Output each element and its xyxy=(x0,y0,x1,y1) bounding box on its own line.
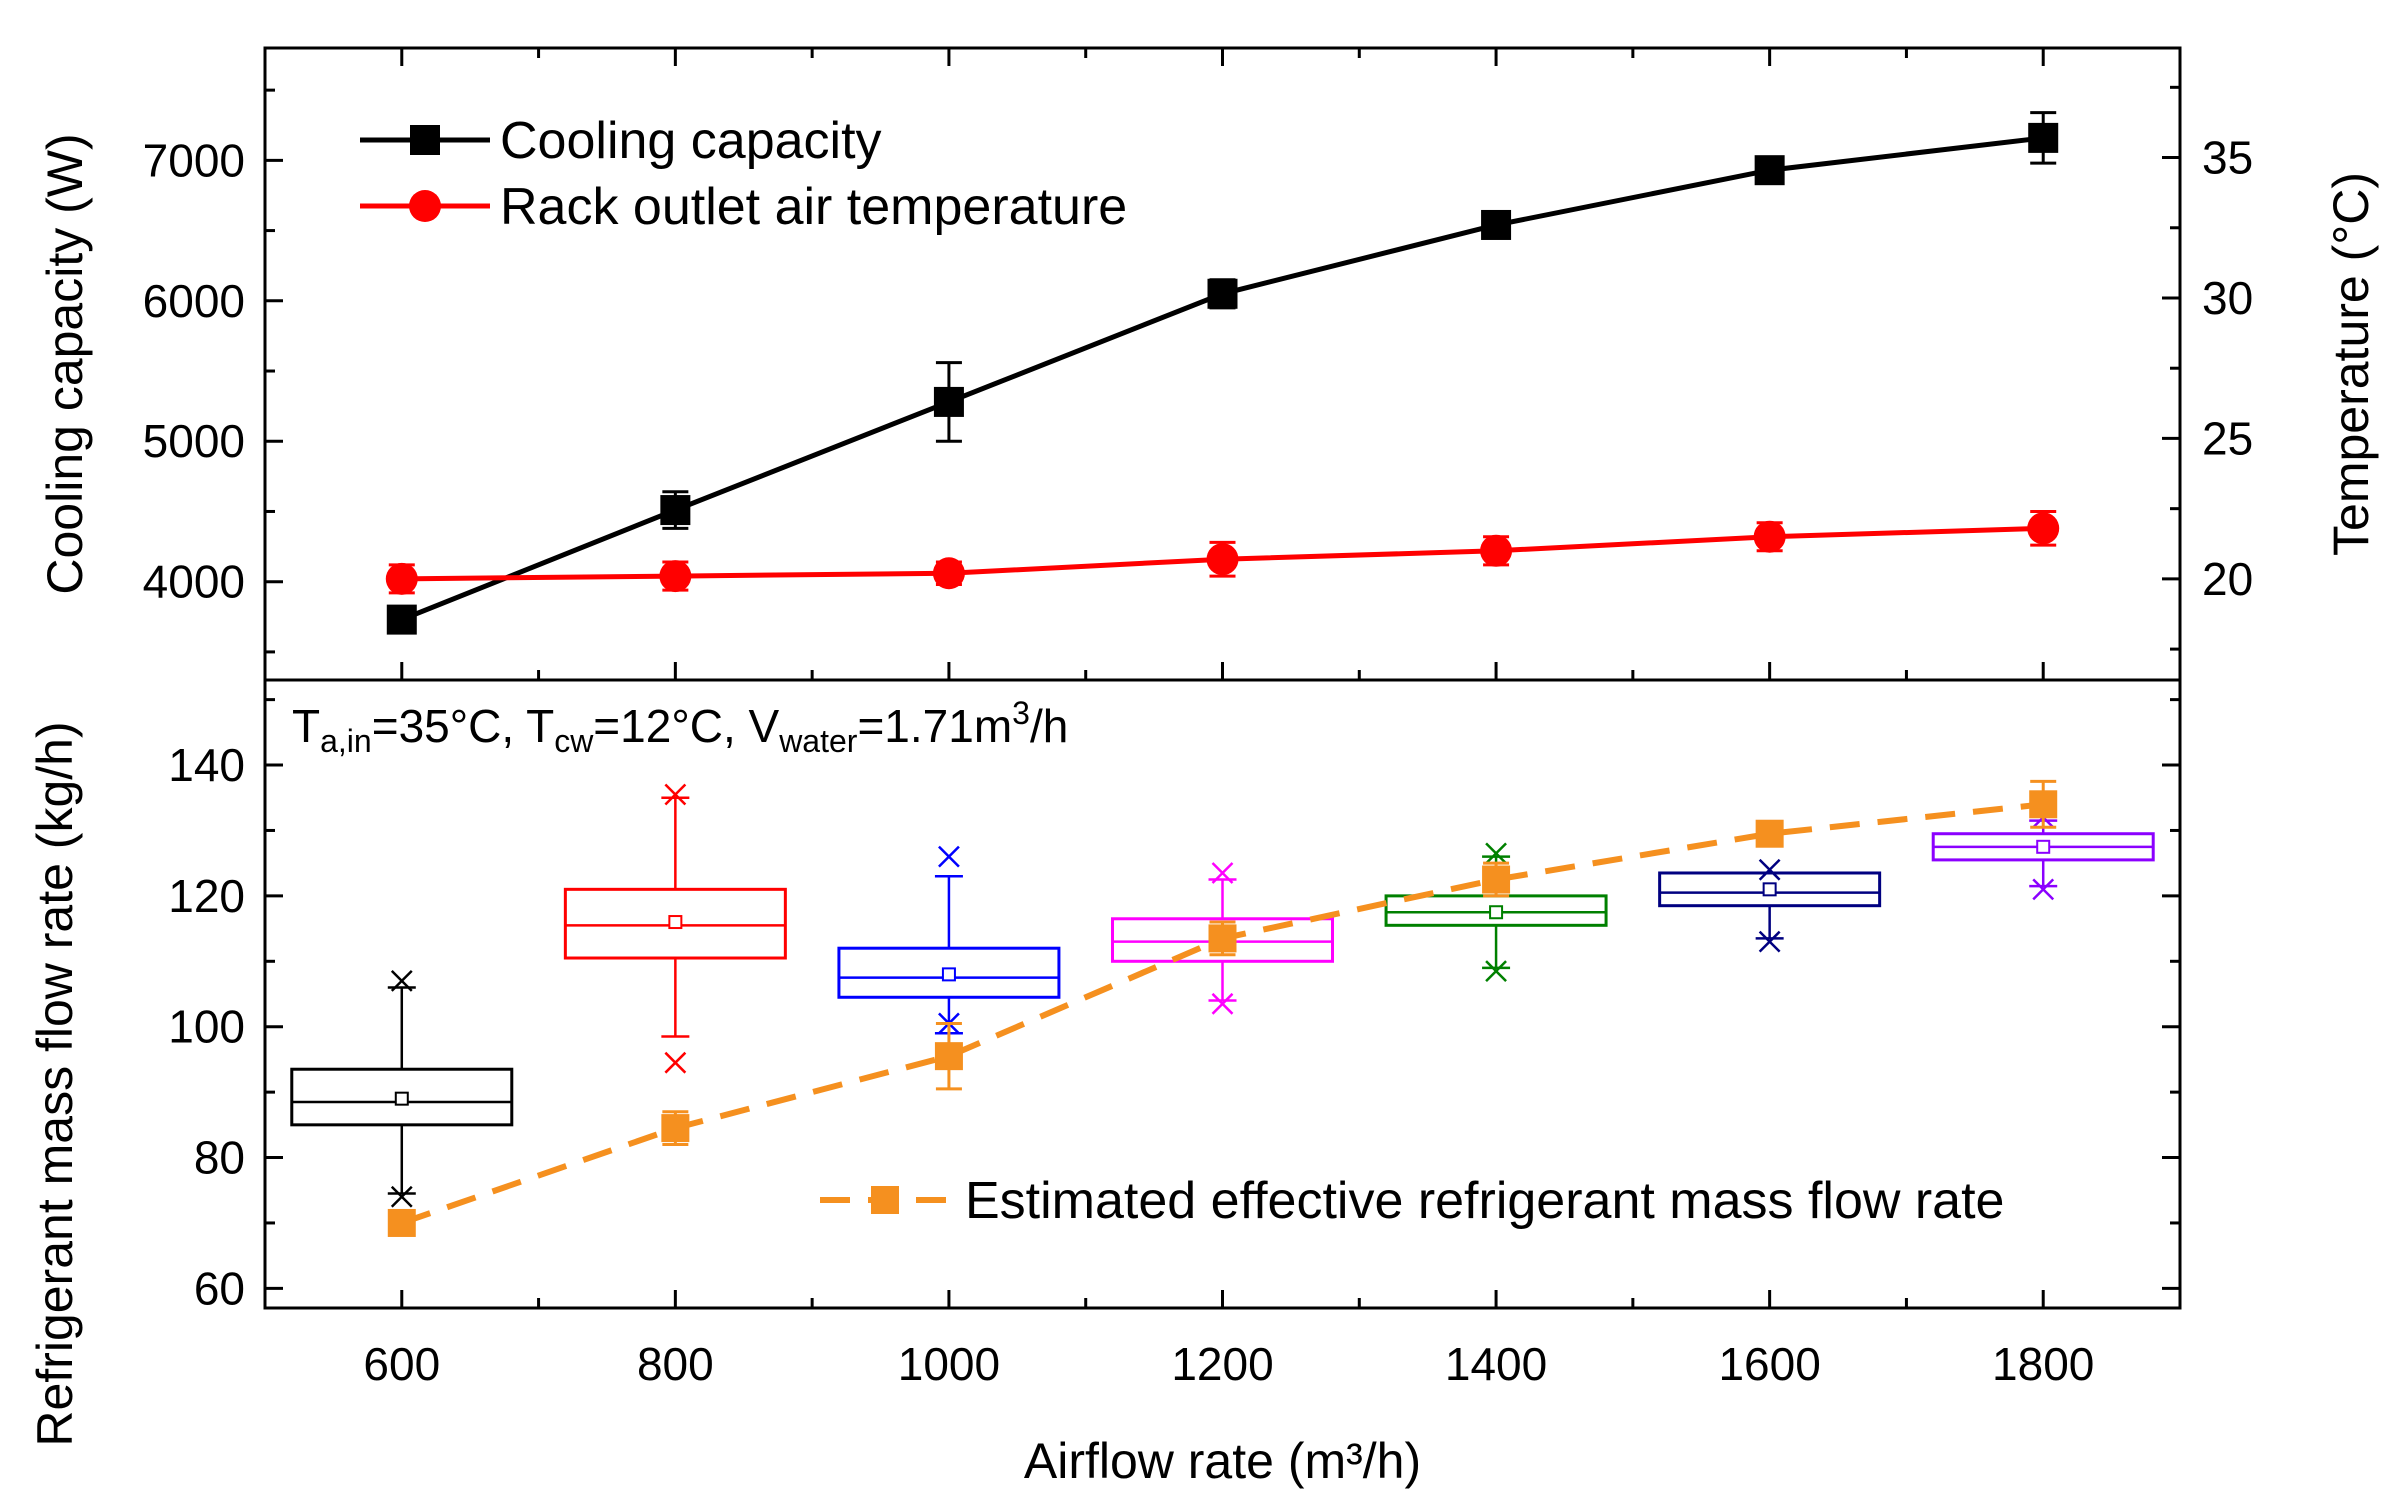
box-iqr xyxy=(1658,871,1882,908)
label-layer: 600 800 1000 1200 1400 1600 1800 4000 5000 6000 70… xyxy=(27,112,2379,1489)
top-panel-marks xyxy=(385,111,2060,635)
x-tick-label: 1800 xyxy=(1992,1338,2094,1390)
data-point-circle xyxy=(1753,520,1786,553)
top-right-tick-label: 35 xyxy=(2202,132,2253,184)
box-min-marker xyxy=(664,1051,687,1074)
bottom-left-tick-label: 140 xyxy=(168,739,245,791)
data-point-circle xyxy=(385,562,418,595)
condition-annotation-part: cw xyxy=(554,723,594,759)
box-max-marker xyxy=(1758,858,1781,881)
x-tick-label: 800 xyxy=(637,1338,714,1390)
box-plot-1000 xyxy=(837,845,1061,1035)
box-plot-1600 xyxy=(1658,858,1882,953)
condition-annotation-part: 3 xyxy=(1012,695,1030,731)
data-point-circle xyxy=(1480,534,1513,567)
data-point-estimated xyxy=(1208,924,1237,953)
box-min-marker xyxy=(2032,878,2055,901)
top-left-tick-label: 7000 xyxy=(143,134,245,186)
bottom-left-axis-title: Refrigerant mass flow rate (kg/h) xyxy=(27,721,83,1446)
condition-annotation-part: T xyxy=(292,700,320,752)
condition-annotation: Ta,in=35°C, Tcw=12°C, Vwater=1.71m3/h xyxy=(292,695,1068,758)
data-point-square xyxy=(386,604,417,635)
data-point-estimated xyxy=(661,1114,690,1143)
top-left-tick-label: 5000 xyxy=(143,415,245,467)
data-point-square xyxy=(1207,278,1238,309)
x-tick-label: 600 xyxy=(363,1338,440,1390)
box-min-marker xyxy=(1758,930,1781,953)
data-point-estimated xyxy=(387,1208,416,1237)
box-max-marker xyxy=(664,783,687,806)
top-right-tick-label: 20 xyxy=(2202,553,2253,605)
box-mean-marker xyxy=(2036,839,2051,854)
x-tick-label: 1600 xyxy=(1718,1338,1820,1390)
box-plot-800 xyxy=(563,783,787,1074)
condition-annotation-part: =35°C, T xyxy=(372,700,554,752)
axes-layer xyxy=(263,46,2182,1310)
data-point-square xyxy=(2028,122,2059,153)
legend-label-cooling: Cooling capacity xyxy=(500,112,882,170)
box-mean-marker xyxy=(668,915,683,930)
box-max-marker xyxy=(938,845,960,868)
condition-annotation-part: =12°C, V xyxy=(593,700,779,752)
data-point-square xyxy=(933,386,964,417)
legend-label-estimated: Estimated effective refrigerant mass flo… xyxy=(965,1172,2004,1230)
legend-label-temperature: Rack outlet air temperature xyxy=(500,178,1127,236)
top-left-tick-label: 4000 xyxy=(143,556,245,608)
box-iqr xyxy=(1111,917,1334,963)
data-point-estimated xyxy=(1755,819,1784,848)
box-mean-marker xyxy=(1762,882,1777,897)
box-mean-marker xyxy=(941,967,956,982)
data-point-circle xyxy=(932,557,965,590)
top-right-axis-title: Temperature (°C) xyxy=(2323,172,2379,556)
series-line-estimated xyxy=(400,801,2044,1226)
data-point-circle xyxy=(2027,512,2060,545)
legend-marker-estimated xyxy=(871,1186,899,1214)
data-point-estimated xyxy=(1482,865,1511,894)
box-iqr xyxy=(837,946,1061,999)
box-min-marker xyxy=(1211,992,1234,1015)
box-mean-marker xyxy=(394,1091,409,1106)
data-point-circle xyxy=(1206,543,1239,576)
box-iqr xyxy=(563,887,787,960)
bottom-panel-marks xyxy=(290,779,2155,1237)
top-right-tick-label: 25 xyxy=(2202,412,2253,464)
condition-annotation-part: water xyxy=(778,723,858,759)
box-max-marker xyxy=(1211,862,1234,884)
top-left-tick-label: 6000 xyxy=(143,275,245,327)
x-axis-title: Airflow rate (m³/h) xyxy=(1024,1433,1421,1489)
condition-annotation-part: /h xyxy=(1030,700,1068,752)
x-tick-label: 1200 xyxy=(1171,1338,1273,1390)
box-max-marker xyxy=(390,970,413,992)
top-left-axis-title: Cooling capacity (W) xyxy=(37,133,93,594)
bottom-left-tick-label: 120 xyxy=(168,870,245,922)
condition-annotation-part: a,in xyxy=(320,723,372,759)
bottom-left-tick-label: 100 xyxy=(168,1001,245,1053)
bottom-left-tick-label: 80 xyxy=(194,1132,245,1184)
box-iqr xyxy=(290,1067,514,1127)
data-point-square xyxy=(1481,209,1512,240)
box-max-marker xyxy=(1485,842,1507,865)
box-plot-600 xyxy=(290,970,514,1208)
data-point-square xyxy=(660,495,691,526)
x-tick-label: 1400 xyxy=(1445,1338,1547,1390)
bottom-left-tick-label: 60 xyxy=(194,1262,245,1314)
box-min-marker xyxy=(1485,960,1507,982)
legend-marker-temperature xyxy=(409,190,441,222)
box-min-marker xyxy=(390,1185,413,1208)
top-right-tick-label: 30 xyxy=(2202,272,2253,324)
condition-annotation-part: =1.71m xyxy=(857,700,1012,752)
data-point-square xyxy=(1754,155,1785,186)
data-point-circle xyxy=(659,560,692,593)
data-point-estimated xyxy=(934,1042,963,1071)
x-tick-label: 1000 xyxy=(898,1338,1000,1390)
legend-marker-cooling xyxy=(410,125,440,155)
box-mean-marker xyxy=(1489,905,1504,920)
data-point-estimated xyxy=(2029,790,2058,819)
